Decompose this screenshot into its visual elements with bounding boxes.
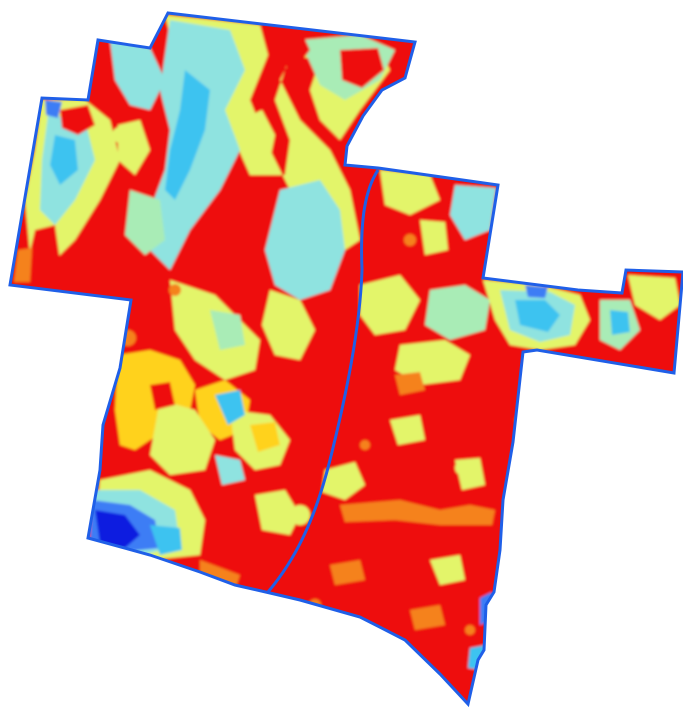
zone-lower <box>165 70 210 200</box>
zone-mid <box>240 110 275 160</box>
zone-very-high <box>340 48 384 88</box>
zone-lower <box>610 310 630 335</box>
zone-mid <box>360 275 420 335</box>
zone-mid <box>380 170 440 215</box>
zone-mid <box>455 461 469 475</box>
zone-lowest <box>95 510 140 548</box>
zone-high <box>410 605 445 630</box>
zone-high <box>360 440 370 450</box>
zone-mid-high <box>250 422 280 452</box>
zone-very-low <box>45 100 62 118</box>
zone-very-high <box>150 382 175 410</box>
zone-mid-low <box>210 310 245 350</box>
zone-mid <box>430 555 465 585</box>
zone-high <box>465 625 475 635</box>
zone-lower <box>215 390 245 425</box>
zone-high <box>14 248 32 282</box>
zone-high <box>340 500 495 525</box>
zone-lower <box>515 300 560 332</box>
zone-high <box>330 560 365 585</box>
zone-lower <box>150 525 182 555</box>
field-divider-line <box>266 169 380 593</box>
zone-mid <box>322 462 365 500</box>
zone-low <box>215 455 245 485</box>
zone-mid-low <box>425 285 490 340</box>
zone-very-high <box>60 105 95 135</box>
zone-lower <box>50 135 78 185</box>
zone-very-high <box>262 28 310 70</box>
zone-mid-low <box>125 190 165 255</box>
zone-high <box>404 234 416 246</box>
zone-mid <box>262 290 315 360</box>
zone-mid <box>150 400 215 475</box>
zone-low <box>110 40 165 110</box>
zone-mid <box>390 415 425 445</box>
zone-low <box>450 185 496 240</box>
zone-mid <box>255 490 300 535</box>
zone-very-high <box>28 225 60 275</box>
zone-very-low <box>525 285 548 298</box>
zone-mid <box>290 505 310 525</box>
zone-high <box>169 284 181 296</box>
zone-mid <box>426 226 444 244</box>
zone-mid <box>112 127 128 143</box>
zone-high <box>120 330 136 346</box>
zone-mid <box>628 275 680 320</box>
zone-high <box>395 372 425 395</box>
zone-low <box>265 180 345 300</box>
